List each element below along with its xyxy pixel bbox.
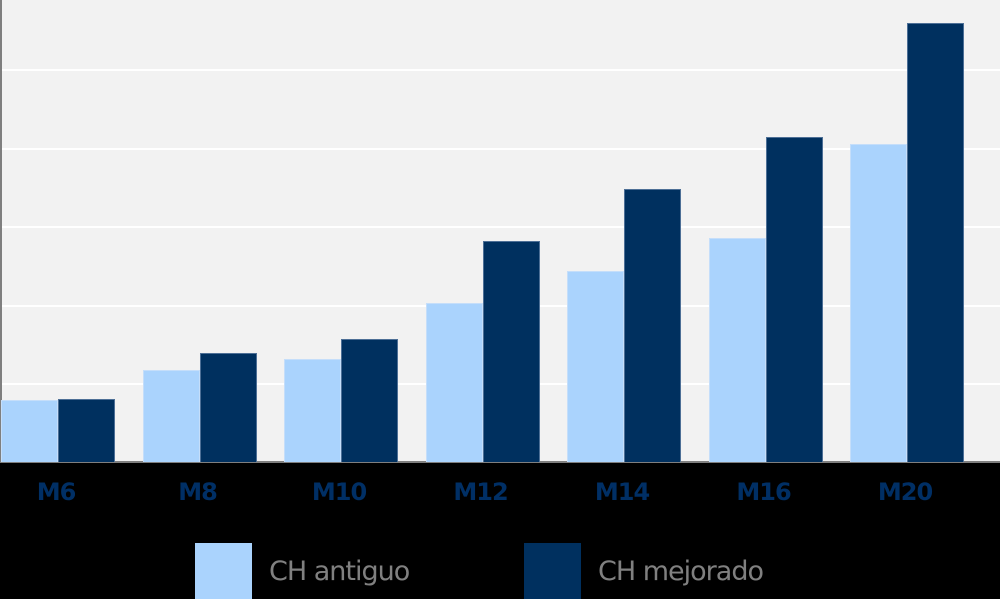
bar-m6-ch-mejorado <box>58 399 115 462</box>
legend-label: CH antiguo <box>269 555 410 587</box>
gridline <box>2 226 1000 229</box>
plot-area <box>0 0 1000 463</box>
x-axis-line <box>2 461 1000 463</box>
bar-m10-ch-antiguo <box>284 359 341 462</box>
bar-m20-ch-mejorado <box>907 23 964 462</box>
bar-m16-ch-mejorado <box>765 137 823 462</box>
bar-m8-ch-mejorado <box>199 353 257 462</box>
legend-swatch-ch-antiguo <box>195 543 252 599</box>
x-tick-label: M12 <box>453 478 508 506</box>
gridline <box>2 147 1000 150</box>
gridline <box>2 68 1000 71</box>
x-tick-label: M20 <box>877 478 933 506</box>
bar-m12-ch-mejorado <box>482 241 540 462</box>
legend-label: CH mejorado <box>598 555 764 587</box>
bar-m14-ch-mejorado <box>624 189 681 462</box>
bar-m20-ch-antiguo <box>850 144 907 462</box>
x-tick-label: M6 <box>36 478 77 506</box>
legend-swatch-ch-mejorado <box>524 543 581 599</box>
legend-item-ch-antiguo: CH antiguo <box>195 543 410 599</box>
bar-m8-ch-antiguo <box>142 370 200 462</box>
x-tick-label: M10 <box>311 478 367 506</box>
legend-item-ch-mejorado: CH mejorado <box>524 543 764 599</box>
bar-m14-ch-antiguo <box>567 271 624 462</box>
bar-m6-ch-antiguo <box>1 400 58 462</box>
x-tick-label: M14 <box>594 478 650 506</box>
bar-m10-ch-mejorado <box>341 339 398 462</box>
x-tick-label: M16 <box>736 478 791 506</box>
bar-m12-ch-antiguo <box>425 303 483 462</box>
bar-m16-ch-antiguo <box>708 238 766 462</box>
x-tick-label: M8 <box>178 478 218 506</box>
